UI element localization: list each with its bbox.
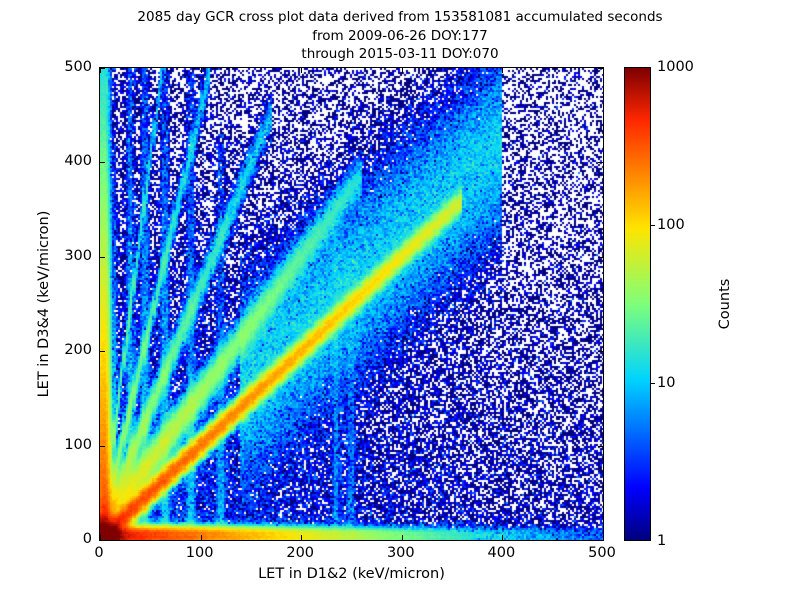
colorbar-tick-label: 1 [657,533,667,549]
x-tick [603,535,604,540]
x-tick [200,535,202,540]
y-tick-right [598,256,603,258]
y-tick-right [598,162,603,164]
x-axis-label: LET in D1&2 (keV/micron) [258,566,445,582]
colorbar-tick-label: 10 [657,375,676,391]
colorbar-tick-label: 1000 [657,59,694,75]
x-tick-top [502,68,504,73]
x-tick-label: 100 [185,545,214,561]
x-tick-top [200,68,202,73]
x-tick-label: 200 [286,545,315,561]
x-tick-label: 500 [588,545,616,561]
x-tick [301,535,303,540]
y-tick-label: 0 [82,531,92,547]
y-tick-label: 200 [64,342,92,359]
y-tick [100,68,105,69]
figure-title: 2085 day GCR cross plot data derived fro… [0,8,800,64]
y-tick [100,445,105,447]
y-tick [100,162,105,164]
x-tick-top [401,68,403,73]
heatmap-image [100,68,603,540]
x-tick-top [301,68,303,73]
title-line-3: through 2015-03-11 DOY:070 [301,46,499,62]
y-tick-label: 300 [64,247,92,264]
y-tick [100,351,105,353]
colorbar-tick [651,383,655,384]
y-tick-right [598,445,603,447]
colorbar-label: Counts [717,278,733,330]
x-tick [502,535,504,540]
colorbar-gradient [625,68,650,540]
x-tick [401,535,403,540]
y-tick-right [598,351,603,353]
y-tick-label: 400 [64,153,92,170]
x-tick-top [100,68,101,73]
x-tick-top [603,68,604,73]
x-tick-label: 400 [487,545,516,561]
colorbar-tick-label: 100 [657,217,685,233]
plot-area[interactable] [99,67,604,541]
y-axis-label: LET in D3&4 (keV/micron) [36,210,52,398]
x-tick-label: 300 [386,545,415,561]
title-line-2: from 2009-06-26 DOY:177 [312,27,488,44]
y-tick-label: 100 [64,436,92,453]
y-tick [100,540,105,541]
colorbar-tick [651,225,655,226]
y-tick-right [598,68,603,69]
y-tick [100,256,105,258]
y-tick-label: 500 [64,59,92,75]
x-tick-label: 0 [94,545,104,561]
y-tick-right [598,540,603,541]
colorbar[interactable] [624,67,651,541]
title-line-1: 2085 day GCR cross plot data derived fro… [137,9,663,25]
x-tick [100,535,101,540]
